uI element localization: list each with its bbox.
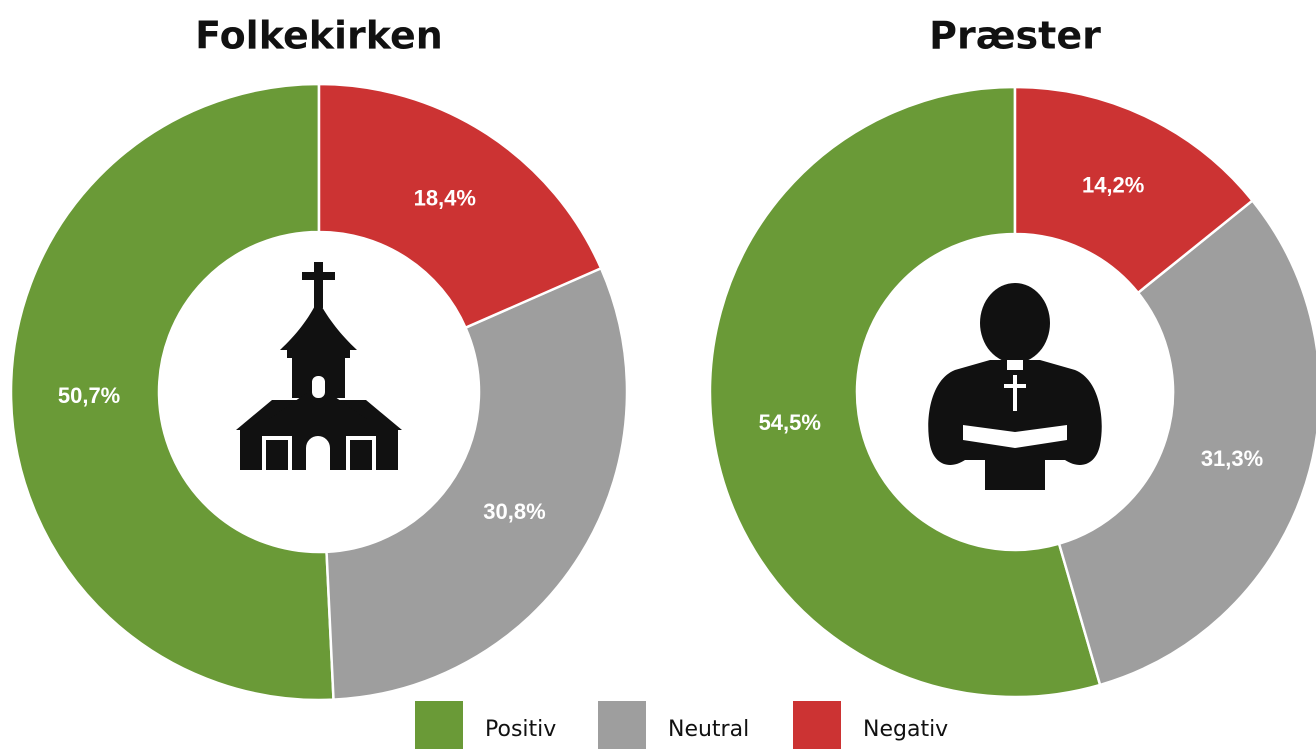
donut: 54,5% 31,3% 14,2% Præster — [708, 14, 1316, 699]
chart-title: Folkekirken — [195, 14, 443, 58]
legend-label: Negativ — [863, 717, 948, 742]
value-label: 14,2% — [1082, 173, 1144, 198]
segment — [1057, 198, 1316, 687]
value-label: 31,3% — [1201, 446, 1263, 471]
segment — [9, 82, 335, 702]
legend-label: Positiv — [485, 717, 556, 742]
legend: Positiv Neutral Negativ — [415, 701, 948, 749]
value-label: 30,8% — [483, 499, 545, 524]
value-label: 18,4% — [414, 185, 476, 210]
segment — [325, 266, 629, 701]
priest-icon — [928, 283, 1102, 490]
legend-swatch — [793, 701, 841, 749]
value-label: 54,5% — [759, 410, 821, 435]
donut: 50,7% 30,8% 18,4% Folkekirken — [9, 14, 629, 702]
segment — [317, 82, 603, 330]
value-label: 50,7% — [58, 383, 120, 408]
segment — [708, 85, 1102, 699]
legend-label: Neutral — [668, 717, 749, 742]
segment — [1013, 85, 1255, 295]
chart-title: Præster — [929, 14, 1101, 58]
legend-swatch — [598, 701, 646, 749]
legend-swatch — [415, 701, 463, 749]
church-icon — [236, 262, 402, 470]
